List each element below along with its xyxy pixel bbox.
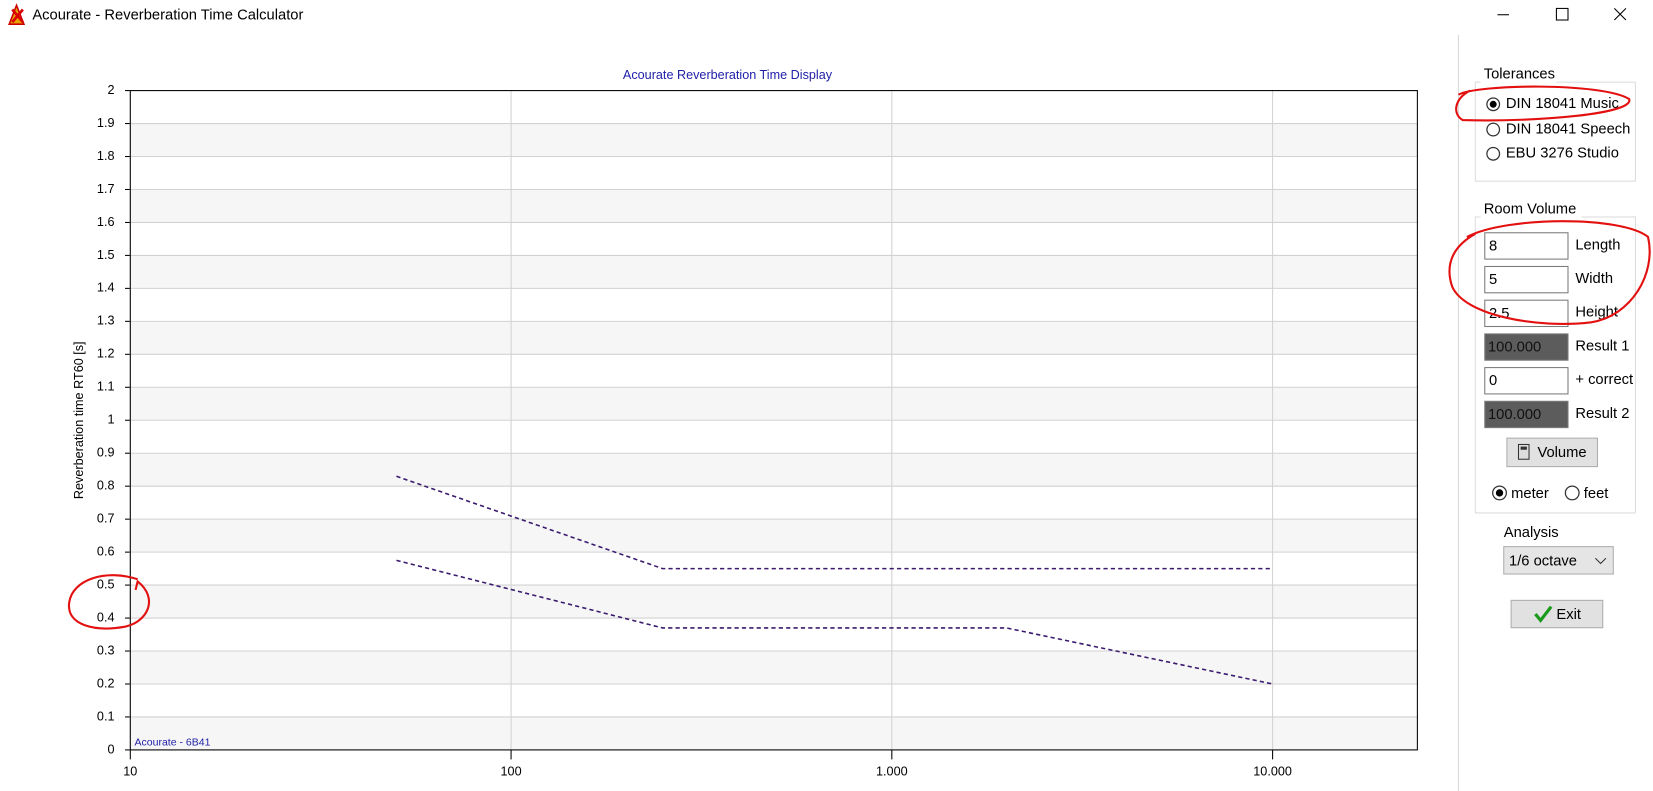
y-axis-label: Reverberation time RT60 [s] xyxy=(72,341,86,499)
field-label: + correct xyxy=(1575,372,1633,388)
field-label: Result 1 xyxy=(1575,338,1629,354)
y-tick-label: 1.6 xyxy=(97,215,115,229)
close-button[interactable] xyxy=(1597,0,1643,32)
chart-annotation: Acourate - 6B41 xyxy=(135,736,211,748)
input-field[interactable]: 5 xyxy=(1484,265,1569,294)
input-value: 0 xyxy=(1489,373,1497,389)
grid-band xyxy=(130,255,1418,289)
input-value: 8 xyxy=(1489,238,1497,254)
y-tick-label: 2 xyxy=(107,83,114,97)
radio-option[interactable]: EBU 3276 Studio xyxy=(1486,146,1619,162)
y-tick-label: 1.9 xyxy=(97,116,115,130)
result-value: 100.000 xyxy=(1488,407,1541,423)
y-tick-label: 0.2 xyxy=(97,676,115,690)
y-tick-label: 1.4 xyxy=(97,281,115,295)
radio-option[interactable]: DIN 18041 Speech xyxy=(1486,121,1631,137)
field-label: Result 2 xyxy=(1575,406,1629,422)
plot-frame xyxy=(129,90,1418,751)
grid-band xyxy=(130,651,1418,684)
grid-band xyxy=(130,453,1418,487)
y-tick-label: 1.8 xyxy=(97,149,115,163)
window-title: Acourate - Reverberation Time Calculator xyxy=(32,8,303,24)
chart: Acourate Reverberation Time Display Reve… xyxy=(72,68,1418,778)
y-tick-label: 0.9 xyxy=(97,446,115,460)
grid-band xyxy=(130,321,1418,355)
result-field: 100.000 xyxy=(1484,400,1569,429)
y-tick-label: 0.1 xyxy=(97,709,115,723)
chart-title: Acourate Reverberation Time Display xyxy=(623,68,833,82)
y-tick-label: 0.4 xyxy=(97,610,115,624)
radio-label: DIN 18041 Music xyxy=(1506,96,1619,112)
analysis-dropdown[interactable]: 1/6 octave xyxy=(1503,546,1614,575)
exit-button[interactable]: Exit xyxy=(1510,599,1604,629)
y-tick-label: 1.3 xyxy=(97,314,115,328)
field-label: Length xyxy=(1575,237,1620,253)
group-title: Room Volume xyxy=(1484,201,1577,217)
volume-button[interactable]: Volume xyxy=(1506,437,1599,468)
y-tick-label: 1 xyxy=(107,413,114,427)
analysis-label: Analysis xyxy=(1504,525,1559,541)
y-tick-label: 1.5 xyxy=(97,248,115,262)
grid-band xyxy=(130,123,1418,157)
radio-label: EBU 3276 Studio xyxy=(1506,146,1619,162)
y-tick-label: 1.7 xyxy=(97,182,115,196)
minimize-button[interactable] xyxy=(1482,0,1524,32)
y-tick-label: 0.7 xyxy=(97,511,115,525)
highlight-circle xyxy=(68,574,150,630)
group-title: Tolerances xyxy=(1484,67,1555,83)
x-tick-label: 10.000 xyxy=(1253,764,1292,778)
highlight-circle xyxy=(1448,220,1651,325)
grid-band xyxy=(130,585,1418,619)
input-field[interactable]: 8 xyxy=(1484,232,1569,260)
radio-label: DIN 18041 Speech xyxy=(1506,121,1631,137)
radio-option[interactable]: feet xyxy=(1564,485,1609,502)
group-box xyxy=(1474,216,1636,514)
button-label: Volume xyxy=(1537,445,1586,461)
y-tick-label: 0.6 xyxy=(97,544,115,558)
grid-band xyxy=(130,387,1418,421)
input-value: 5 xyxy=(1489,272,1497,288)
grid-band xyxy=(130,189,1418,223)
app-icon xyxy=(8,3,26,26)
x-tick-label: 100 xyxy=(501,764,522,778)
y-tick-label: 1.2 xyxy=(97,347,115,361)
input-field[interactable]: 0 xyxy=(1484,367,1569,395)
field-label: Width xyxy=(1575,271,1613,287)
radio-option[interactable]: meter xyxy=(1492,485,1549,502)
maximize-button[interactable] xyxy=(1541,0,1583,32)
x-tick-label: 10 xyxy=(123,764,137,778)
grid-band xyxy=(130,519,1418,553)
x-tick-label: 1.000 xyxy=(876,764,908,778)
radio-option[interactable]: DIN 18041 Music xyxy=(1486,96,1619,112)
grid-band xyxy=(130,716,1418,750)
y-tick-label: 0.8 xyxy=(97,479,115,493)
series-line xyxy=(396,475,1273,570)
button-label: Exit xyxy=(1556,607,1581,623)
y-tick-label: 0.3 xyxy=(97,643,115,657)
dropdown-value: 1/6 octave xyxy=(1509,553,1577,569)
group-label-bg xyxy=(1480,65,1557,85)
highlight-circle xyxy=(1455,85,1631,122)
y-tick-label: 0.5 xyxy=(97,577,115,591)
group-label-bg xyxy=(1480,200,1582,220)
result-field: 100.000 xyxy=(1484,333,1569,361)
radio-label: meter xyxy=(1511,486,1549,502)
radio-label: feet xyxy=(1584,486,1609,502)
y-tick-label: 0 xyxy=(107,742,114,756)
series-line xyxy=(396,559,1273,685)
y-tick-label: 1.1 xyxy=(97,380,115,394)
field-label: Height xyxy=(1575,305,1618,321)
result-value: 100.000 xyxy=(1488,339,1541,355)
